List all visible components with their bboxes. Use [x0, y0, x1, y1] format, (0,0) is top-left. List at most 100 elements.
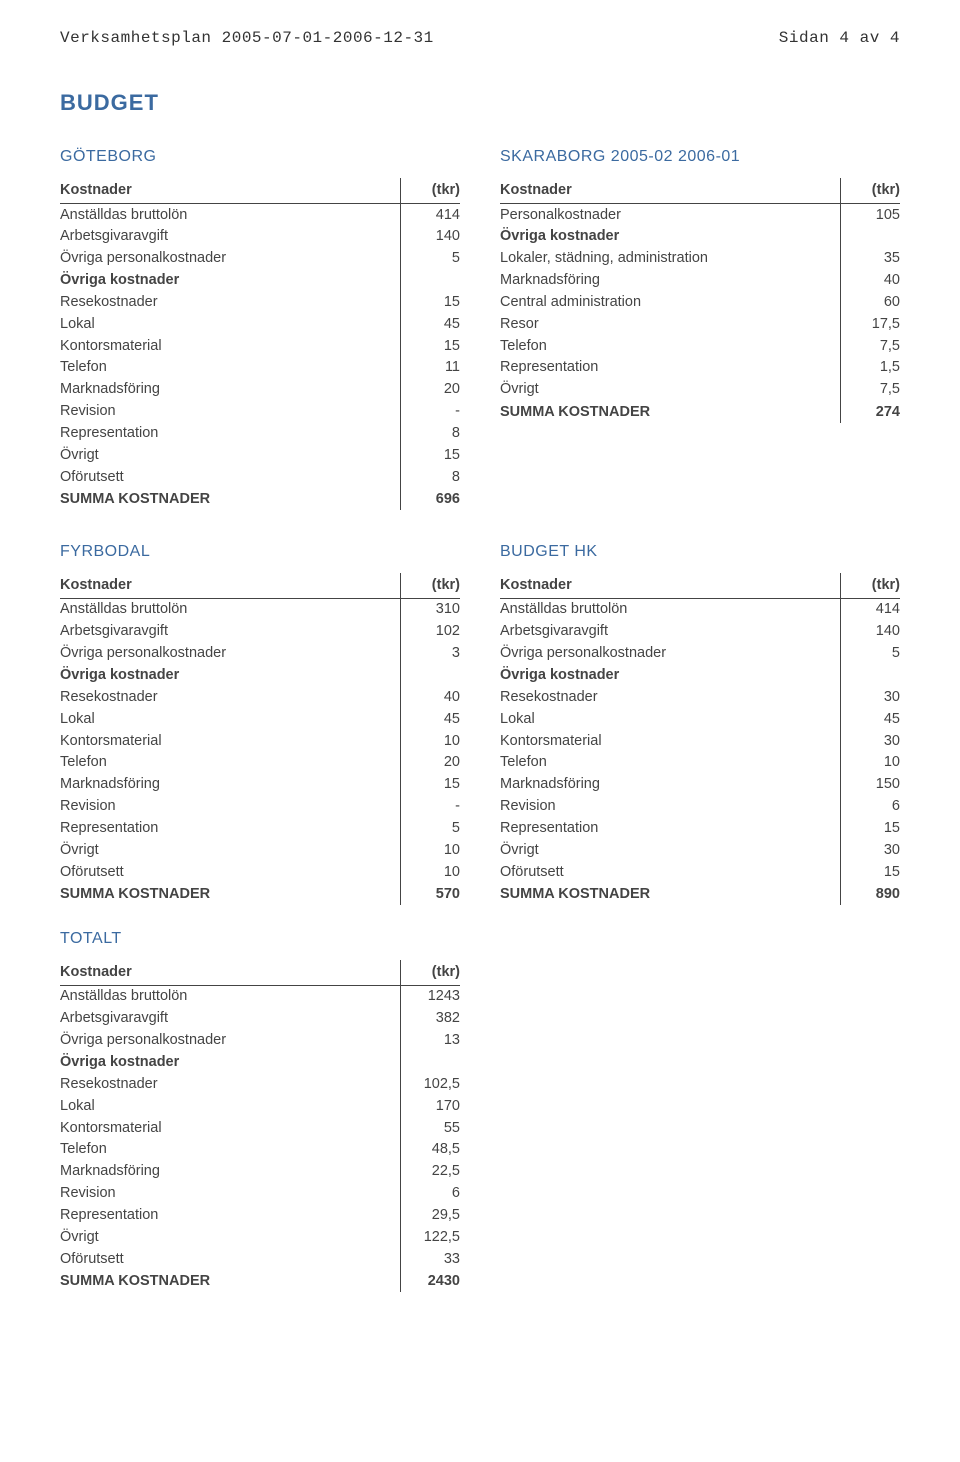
table-cell-value	[840, 226, 900, 248]
table-cell-label: Representation	[60, 1204, 400, 1226]
table-cell-label: Lokal	[60, 708, 400, 730]
table-cell-label: Övriga kostnader	[60, 665, 400, 687]
table-cell-label: Representation	[500, 357, 840, 379]
col-header-unit: (tkr)	[840, 178, 900, 203]
table-cell-label: Övrigt	[60, 839, 400, 861]
table-cell-value: 3	[400, 643, 460, 665]
table-cell-value: 7,5	[840, 379, 900, 401]
sum-value: 696	[400, 488, 460, 510]
table-cell-value: 382	[400, 1008, 460, 1030]
table-cell-label: Oförutsett	[60, 1248, 400, 1270]
table-cell-label: Arbetsgivaravgift	[60, 226, 400, 248]
table-cell-value: 10	[400, 839, 460, 861]
table-cell-label: Anställdas bruttolön	[500, 598, 840, 620]
table-cell-value: 8	[400, 466, 460, 488]
table-cell-value: 10	[400, 861, 460, 883]
table-cell-value: 1,5	[840, 357, 900, 379]
sum-label: SUMMA KOSTNADER	[60, 1270, 400, 1292]
table-cell-label: Anställdas bruttolön	[60, 598, 400, 620]
table-cell-label: Kontorsmaterial	[60, 1117, 400, 1139]
table-cell-value: 5	[400, 248, 460, 270]
table-fyrbodal: Kostnader(tkr)Anställdas bruttolön310Arb…	[60, 573, 460, 905]
table-cell-value: 15	[840, 861, 900, 883]
sum-value: 2430	[400, 1270, 460, 1292]
table-cell-value	[400, 270, 460, 292]
row-1: GÖTEBORG Kostnader(tkr)Anställdas brutto…	[60, 139, 900, 510]
table-cell-value: 33	[400, 1248, 460, 1270]
section-title-skaraborg: SKARABORG 2005-02 2006-01	[500, 147, 900, 168]
col-header-unit: (tkr)	[840, 573, 900, 598]
section-title-goteborg: GÖTEBORG	[60, 147, 460, 168]
table-cell-value: 10	[840, 752, 900, 774]
table-cell-label: Arbetsgivaravgift	[60, 621, 400, 643]
table-cell-label: Övriga personalkostnader	[60, 248, 400, 270]
budget-hk-block: BUDGET HK Kostnader(tkr)Anställdas brutt…	[500, 534, 900, 905]
table-cell-value: 5	[840, 643, 900, 665]
table-budget-hk: Kostnader(tkr)Anställdas bruttolön414Arb…	[500, 573, 900, 905]
table-cell-label: Lokal	[60, 1095, 400, 1117]
table-cell-label: Arbetsgivaravgift	[60, 1008, 400, 1030]
table-cell-label: Marknadsföring	[500, 270, 840, 292]
table-cell-label: Representation	[60, 422, 400, 444]
table-cell-value: 6	[840, 796, 900, 818]
table-cell-value	[840, 665, 900, 687]
col-header-kostnader: Kostnader	[60, 573, 400, 598]
table-goteborg: Kostnader(tkr)Anställdas bruttolön414Arb…	[60, 178, 460, 510]
table-cell-value: 10	[400, 730, 460, 752]
table-cell-value: 7,5	[840, 335, 900, 357]
table-cell-label: Telefon	[60, 357, 400, 379]
table-cell-label: Övriga personalkostnader	[500, 643, 840, 665]
table-cell-label: Oförutsett	[500, 861, 840, 883]
table-cell-label: Marknadsföring	[500, 774, 840, 796]
table-cell-label: Central administration	[500, 291, 840, 313]
table-cell-label: Lokaler, städning, administration	[500, 248, 840, 270]
table-cell-value: 5	[400, 817, 460, 839]
table-cell-value: 45	[400, 313, 460, 335]
table-cell-label: Revision	[500, 796, 840, 818]
table-cell-value: 122,5	[400, 1226, 460, 1248]
col-header-unit: (tkr)	[400, 573, 460, 598]
table-cell-label: Kontorsmaterial	[500, 730, 840, 752]
table-cell-value: 6	[400, 1183, 460, 1205]
table-cell-label: Övriga personalkostnader	[60, 1030, 400, 1052]
sum-label: SUMMA KOSTNADER	[60, 488, 400, 510]
sum-label: SUMMA KOSTNADER	[500, 883, 840, 905]
sum-label: SUMMA KOSTNADER	[60, 883, 400, 905]
table-cell-value: 170	[400, 1095, 460, 1117]
table-cell-value: 29,5	[400, 1204, 460, 1226]
section-title-budget-hk: BUDGET HK	[500, 542, 900, 563]
totalt-block: TOTALT Kostnader(tkr)Anställdas bruttolö…	[60, 929, 460, 1292]
section-title-fyrbodal: FYRBODAL	[60, 542, 460, 563]
table-cell-value: 30	[840, 839, 900, 861]
table-cell-label: Övrigt	[60, 444, 400, 466]
table-cell-value: 20	[400, 752, 460, 774]
page-header: Verksamhetsplan 2005-07-01-2006-12-31 Si…	[60, 28, 900, 49]
section-title-totalt: TOTALT	[60, 929, 460, 950]
table-cell-value: 15	[400, 335, 460, 357]
col-header-kostnader: Kostnader	[60, 178, 400, 203]
table-cell-value: 35	[840, 248, 900, 270]
table-skaraborg: Kostnader(tkr)Personalkostnader105Övriga…	[500, 178, 900, 423]
page-title: BUDGET	[60, 89, 900, 118]
table-cell-value: 140	[400, 226, 460, 248]
table-cell-label: Övrigt	[500, 839, 840, 861]
table-cell-label: Resekostnader	[60, 686, 400, 708]
table-cell-value: 1243	[400, 985, 460, 1007]
table-cell-label: Revision	[60, 1183, 400, 1205]
fyrbodal-block: FYRBODAL Kostnader(tkr)Anställdas brutto…	[60, 534, 460, 905]
table-cell-label: Anställdas bruttolön	[60, 204, 400, 226]
table-cell-value: 105	[840, 204, 900, 226]
table-cell-label: Marknadsföring	[60, 774, 400, 796]
table-cell-label: Oförutsett	[60, 861, 400, 883]
table-cell-label: Resekostnader	[60, 291, 400, 313]
table-cell-label: Resor	[500, 313, 840, 335]
table-cell-value: 310	[400, 598, 460, 620]
table-cell-value: 30	[840, 730, 900, 752]
table-cell-label: Revision	[60, 796, 400, 818]
table-cell-value: -	[400, 796, 460, 818]
table-cell-value: 11	[400, 357, 460, 379]
table-cell-label: Representation	[60, 817, 400, 839]
table-cell-value: -	[400, 401, 460, 423]
table-cell-value: 17,5	[840, 313, 900, 335]
table-cell-label: Övriga kostnader	[60, 270, 400, 292]
